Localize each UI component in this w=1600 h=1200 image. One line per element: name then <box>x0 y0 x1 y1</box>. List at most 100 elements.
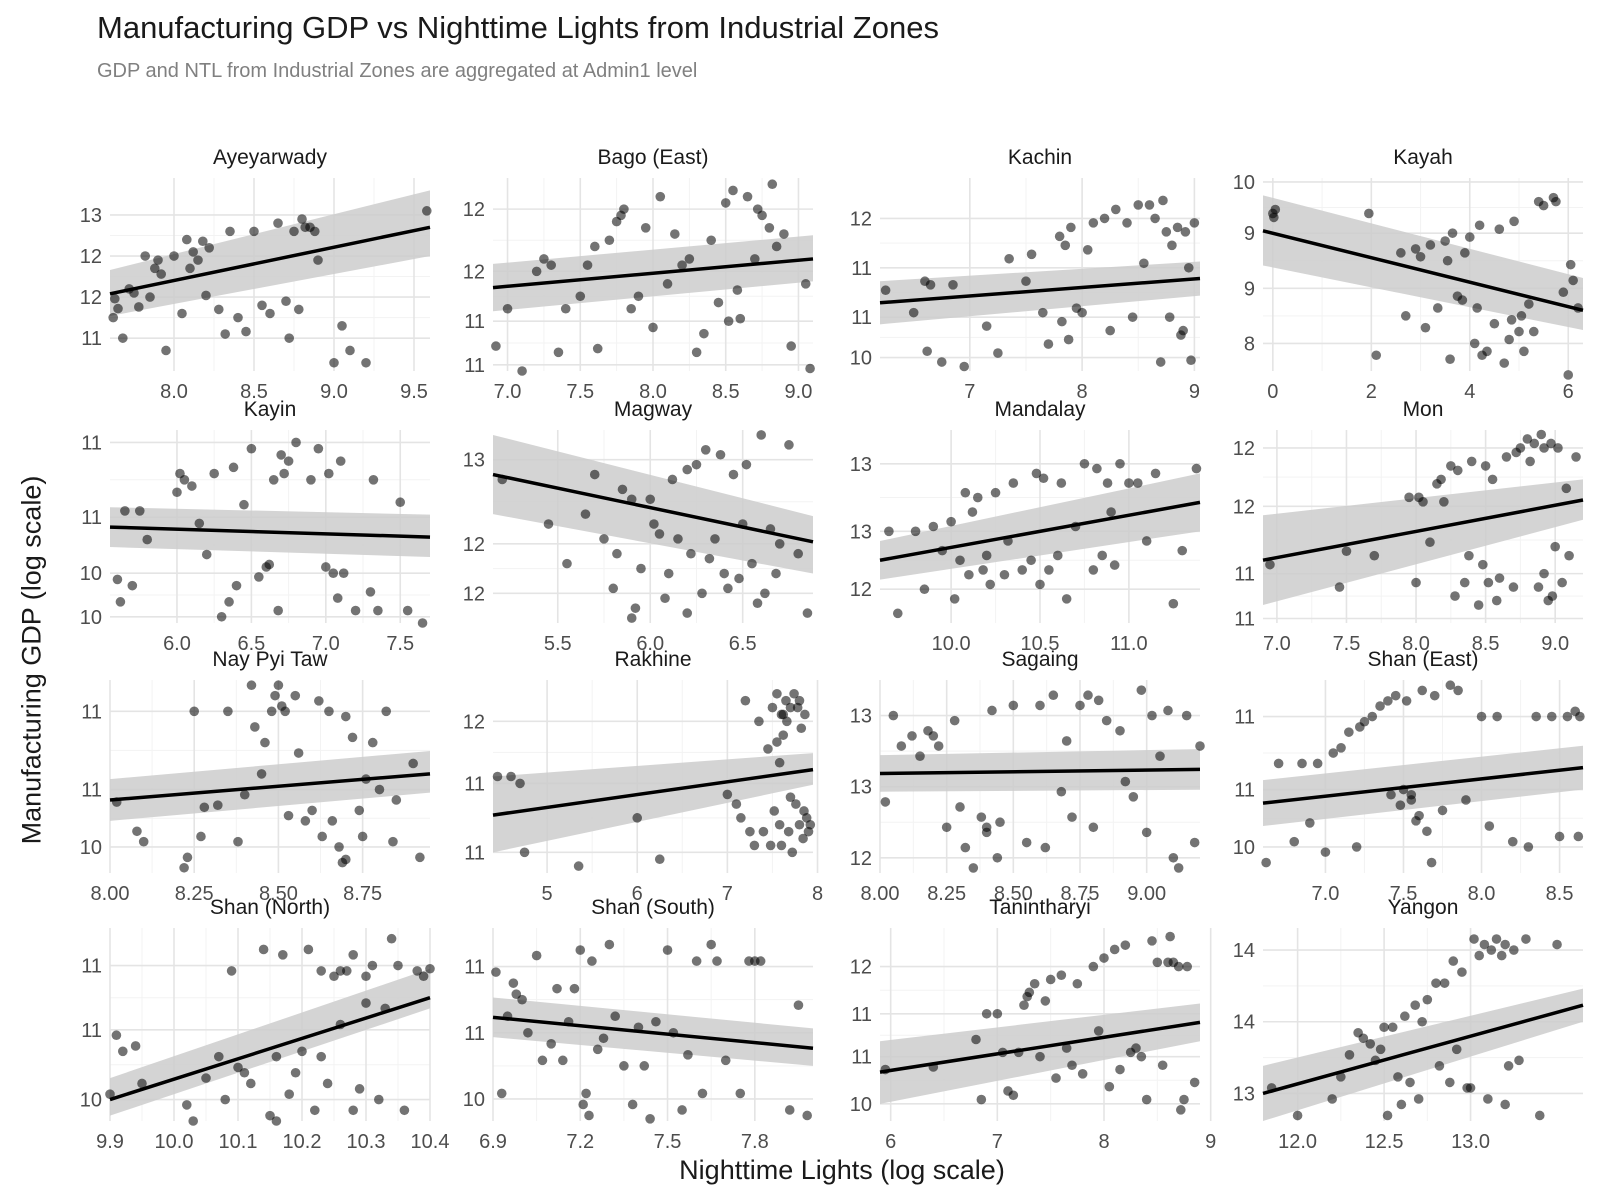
data-point <box>907 731 917 741</box>
data-point <box>706 939 716 950</box>
data-point <box>1269 212 1279 223</box>
data-point <box>1183 262 1194 273</box>
data-point <box>177 308 187 319</box>
confidence-band <box>1263 195 1583 331</box>
data-point <box>981 1008 992 1019</box>
data-point <box>1336 1072 1346 1082</box>
data-point <box>627 1099 638 1110</box>
data-point <box>523 1027 533 1038</box>
data-point <box>1503 1061 1514 1071</box>
data-point <box>145 292 155 302</box>
data-point <box>1195 741 1205 751</box>
data-point <box>1371 350 1382 361</box>
data-point <box>182 234 192 245</box>
x-tick-label: 6 <box>1563 381 1574 403</box>
data-point <box>1189 837 1200 848</box>
data-point <box>1379 1022 1389 1033</box>
data-point <box>1351 842 1362 852</box>
data-point <box>1483 1094 1493 1104</box>
data-point <box>779 229 789 239</box>
data-point <box>1077 1069 1088 1079</box>
data-point <box>981 321 992 331</box>
data-point <box>1057 316 1067 327</box>
data-point <box>1466 456 1477 467</box>
x-tick-label: 8 <box>1077 381 1088 403</box>
x-tick-label: 6.0 <box>163 633 191 655</box>
chart-subtitle: GDP and NTL from Industrial Zones are ag… <box>97 60 698 82</box>
data-point <box>233 312 243 323</box>
x-tick-label: 8 <box>812 883 823 905</box>
data-point <box>1452 465 1463 476</box>
data-point <box>630 603 641 613</box>
facet-title: Kachin <box>1008 146 1072 169</box>
data-point <box>789 688 799 699</box>
data-point <box>700 444 711 455</box>
data-point <box>1558 287 1569 298</box>
data-point <box>1115 1064 1125 1075</box>
data-point <box>1447 228 1458 238</box>
data-point <box>1035 1051 1045 1062</box>
data-point <box>1099 953 1109 963</box>
data-point <box>1167 240 1177 251</box>
data-point <box>193 255 203 265</box>
data-point <box>1492 711 1502 722</box>
data-point <box>284 1089 295 1099</box>
y-tick-label: 11 <box>464 311 485 333</box>
data-point <box>1445 1077 1455 1088</box>
data-point <box>1147 710 1157 721</box>
data-point <box>1469 338 1480 349</box>
data-point <box>1464 550 1474 561</box>
data-point <box>196 831 206 842</box>
y-tick-label: 12 <box>1233 438 1255 460</box>
data-point <box>1413 1094 1424 1104</box>
regression-line <box>879 767 1201 776</box>
data-point <box>636 563 646 574</box>
data-point <box>340 854 351 865</box>
data-point <box>710 534 720 544</box>
data-point <box>599 534 609 544</box>
data-point <box>784 440 794 450</box>
facet-panel: 10.0 10.5 11.0 12 13 13 Mandalay <box>850 398 1202 655</box>
x-tick-label: 8.5 <box>240 381 268 403</box>
data-point <box>1124 478 1134 488</box>
data-point <box>1261 857 1271 868</box>
data-point <box>910 526 921 537</box>
data-point <box>684 254 695 264</box>
data-point <box>728 469 739 480</box>
data-point <box>1367 711 1378 722</box>
data-point <box>231 580 242 591</box>
y-tick-label: 12 <box>463 711 485 733</box>
data-point <box>1178 325 1188 336</box>
data-point <box>993 348 1003 358</box>
data-point <box>1482 346 1492 357</box>
x-tick-label: 6 <box>885 1131 896 1153</box>
data-point <box>415 852 425 863</box>
data-point <box>1418 497 1428 507</box>
data-point <box>552 983 562 994</box>
facet-title: Sagaing <box>1001 648 1078 671</box>
x-tick-label: 7 <box>722 883 733 905</box>
data-point <box>546 260 556 270</box>
confidence-band <box>110 968 430 1116</box>
data-point <box>1500 1099 1510 1110</box>
data-point <box>948 280 958 290</box>
data-point <box>335 456 346 466</box>
facet-panel: 7 8 9 10 11 11 12 Kachin <box>850 146 1201 403</box>
data-point <box>1489 318 1500 329</box>
data-point <box>1473 600 1484 610</box>
data-point <box>1004 253 1014 264</box>
data-point <box>335 966 346 976</box>
x-tick-label: 9.0 <box>1541 633 1569 655</box>
data-point <box>1396 1099 1407 1110</box>
data-point <box>1067 1060 1077 1071</box>
data-point <box>388 836 398 847</box>
data-point <box>220 1094 230 1105</box>
data-point <box>1459 577 1470 588</box>
data-point <box>198 236 208 247</box>
data-point <box>268 475 279 485</box>
data-point <box>1182 961 1192 972</box>
y-tick-label: 12 <box>80 287 102 309</box>
data-point <box>978 565 988 575</box>
y-tick-label: 11 <box>851 258 872 280</box>
data-point <box>324 706 334 717</box>
